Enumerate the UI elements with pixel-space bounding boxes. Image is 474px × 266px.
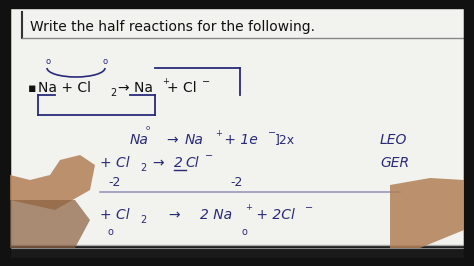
Polygon shape [10, 145, 95, 210]
Text: + Cl: + Cl [167, 81, 197, 95]
Text: Cl: Cl [185, 156, 199, 170]
Text: + Cl: + Cl [100, 208, 129, 222]
Text: 2: 2 [110, 88, 116, 98]
Text: o: o [146, 125, 150, 131]
Text: o: o [46, 57, 51, 66]
Text: −: − [202, 77, 210, 87]
Text: o: o [108, 227, 114, 237]
Text: 2: 2 [140, 215, 146, 225]
Text: 2 Na: 2 Na [200, 208, 232, 222]
Text: LEO: LEO [380, 133, 407, 147]
Text: +: + [215, 128, 222, 138]
Text: −: − [305, 203, 313, 213]
Text: → Na: → Na [118, 81, 153, 95]
Text: Na: Na [185, 133, 204, 147]
Text: + 1e: + 1e [220, 133, 258, 147]
Text: GER: GER [380, 156, 409, 170]
Text: ]2x: ]2x [275, 134, 295, 147]
Text: −: − [205, 151, 213, 161]
Text: 2: 2 [140, 163, 146, 173]
Text: 2: 2 [174, 156, 183, 170]
Text: -2: -2 [230, 177, 242, 189]
Text: →: → [168, 208, 180, 222]
Text: →: → [166, 133, 178, 147]
Text: + Cl: + Cl [100, 156, 129, 170]
Text: −: − [268, 128, 276, 138]
Text: Na: Na [130, 133, 149, 147]
Text: +: + [162, 77, 169, 86]
Polygon shape [390, 178, 464, 248]
Text: -2: -2 [108, 177, 120, 189]
Text: →: → [152, 156, 164, 170]
Text: + 2Cl: + 2Cl [252, 208, 295, 222]
Text: o: o [102, 57, 108, 66]
Text: Na + Cl: Na + Cl [38, 81, 91, 95]
Text: +: + [245, 203, 252, 213]
Text: o: o [242, 227, 248, 237]
Text: Write the half reactions for the following.: Write the half reactions for the followi… [30, 20, 315, 34]
Text: ▪: ▪ [28, 81, 36, 94]
Polygon shape [10, 200, 90, 248]
